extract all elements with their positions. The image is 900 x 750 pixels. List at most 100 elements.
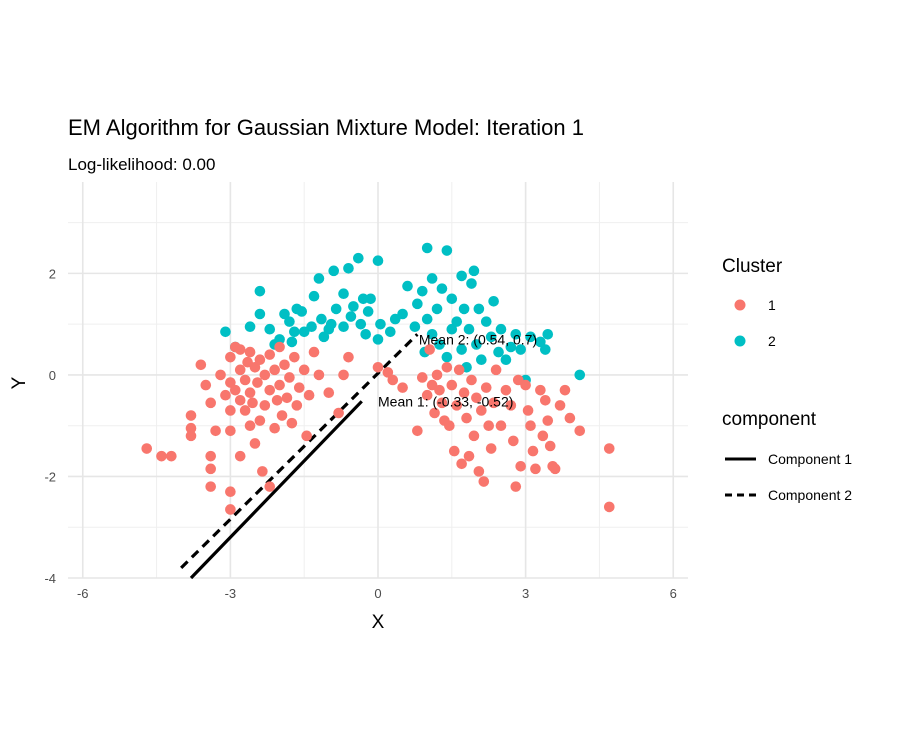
chart-title: EM Algorithm for Gaussian Mixture Model:… xyxy=(68,115,584,140)
point-cluster-2 xyxy=(328,265,340,277)
point-cluster-2 xyxy=(402,280,413,292)
point-cluster-2 xyxy=(476,354,487,365)
point-cluster-1 xyxy=(242,356,253,368)
point-cluster-1 xyxy=(254,354,266,365)
chart-subtitle: Log-likelihood: 0.00 xyxy=(68,155,215,174)
y-tick-label: -2 xyxy=(44,469,56,484)
point-cluster-1 xyxy=(239,374,251,386)
mean-1-label: Mean 1: (-0.33, -0.52) xyxy=(378,393,513,409)
point-cluster-1 xyxy=(244,420,256,431)
point-cluster-1 xyxy=(412,425,423,437)
point-cluster-1 xyxy=(436,397,448,409)
point-cluster-1 xyxy=(451,400,463,411)
point-cluster-1 xyxy=(259,400,271,411)
y-axis-title: Y xyxy=(9,376,30,389)
point-cluster-1 xyxy=(225,351,236,363)
point-cluster-1 xyxy=(520,379,531,391)
point-cluster-1 xyxy=(429,407,440,419)
y-tick-label: 2 xyxy=(49,266,56,281)
point-cluster-1 xyxy=(200,379,212,391)
point-cluster-2 xyxy=(338,288,349,299)
data-points xyxy=(141,242,615,515)
legend: Cluster 1 2 component Component 1 Compon… xyxy=(722,256,852,503)
point-cluster-2 xyxy=(296,306,308,317)
point-cluster-2 xyxy=(289,326,300,338)
point-cluster-1 xyxy=(244,346,256,358)
point-cluster-2 xyxy=(421,313,433,325)
point-cluster-2 xyxy=(446,323,458,335)
point-cluster-2 xyxy=(298,326,310,338)
point-cluster-1 xyxy=(323,387,335,398)
point-cluster-1 xyxy=(247,397,258,409)
component-lines xyxy=(180,333,419,580)
point-cluster-1 xyxy=(185,410,197,421)
x-tick-label: -6 xyxy=(77,586,89,601)
point-cluster-1 xyxy=(185,430,197,442)
point-cluster-2 xyxy=(434,339,445,350)
point-cluster-1 xyxy=(559,384,571,396)
point-cluster-1 xyxy=(244,387,256,398)
point-cluster-1 xyxy=(313,369,325,381)
legend-title-component: component xyxy=(722,409,817,430)
legend-label-cluster-2: 2 xyxy=(768,333,776,349)
x-tick-label: 0 xyxy=(374,586,381,601)
point-cluster-1 xyxy=(230,384,241,396)
point-cluster-1 xyxy=(416,372,428,383)
point-cluster-1 xyxy=(166,450,177,462)
point-cluster-1 xyxy=(205,450,216,462)
point-cluster-2 xyxy=(488,296,499,307)
legend-title-cluster: Cluster xyxy=(722,256,783,277)
annotations: Mean 1: (-0.33, -0.52) Mean 2: (0.54, 0.7… xyxy=(378,331,537,409)
point-cluster-1 xyxy=(225,405,236,416)
point-cluster-1 xyxy=(215,369,226,381)
point-cluster-1 xyxy=(225,377,236,388)
point-cluster-1 xyxy=(210,425,221,437)
point-cluster-1 xyxy=(205,481,216,492)
point-cluster-1 xyxy=(461,412,472,424)
point-cluster-1 xyxy=(554,400,566,411)
point-cluster-2 xyxy=(495,323,507,335)
point-cluster-2 xyxy=(244,321,256,332)
point-cluster-2 xyxy=(421,242,433,254)
point-cluster-1 xyxy=(463,450,475,462)
point-cluster-1 xyxy=(603,443,615,454)
point-cluster-1 xyxy=(264,384,276,396)
point-cluster-2 xyxy=(412,298,423,310)
point-cluster-1 xyxy=(527,445,539,457)
point-cluster-1 xyxy=(205,397,216,409)
point-cluster-1 xyxy=(458,387,470,398)
point-cluster-1 xyxy=(338,369,349,381)
point-cluster-2 xyxy=(542,329,554,340)
point-cluster-1 xyxy=(333,407,344,419)
point-cluster-1 xyxy=(239,405,251,416)
point-cluster-2 xyxy=(355,318,367,330)
point-cluster-2 xyxy=(463,323,475,335)
point-cluster-1 xyxy=(510,481,522,492)
point-cluster-2 xyxy=(426,273,438,284)
point-cluster-2 xyxy=(446,293,458,305)
point-cluster-1 xyxy=(234,364,246,376)
legend-key-cluster-2 xyxy=(734,335,746,347)
point-cluster-2 xyxy=(510,329,522,340)
point-cluster-1 xyxy=(522,405,534,416)
point-cluster-1 xyxy=(284,372,295,383)
point-cluster-1 xyxy=(500,384,512,396)
point-cluster-2 xyxy=(431,303,443,315)
point-cluster-2 xyxy=(362,306,374,317)
point-cluster-2 xyxy=(466,278,477,289)
point-cluster-1 xyxy=(471,392,482,404)
point-cluster-2 xyxy=(264,323,276,335)
point-cluster-2 xyxy=(540,344,551,355)
point-cluster-1 xyxy=(234,450,246,462)
point-cluster-2 xyxy=(318,331,330,343)
point-cluster-1 xyxy=(271,395,283,406)
point-cluster-1 xyxy=(220,389,231,401)
point-cluster-1 xyxy=(426,379,438,391)
point-cluster-2 xyxy=(338,321,349,332)
legend-key-cluster-1 xyxy=(734,299,746,311)
point-cluster-2 xyxy=(274,334,285,345)
point-cluster-1 xyxy=(434,384,445,396)
point-cluster-1 xyxy=(291,400,303,411)
point-cluster-1 xyxy=(441,362,453,373)
point-cluster-1 xyxy=(257,466,268,477)
